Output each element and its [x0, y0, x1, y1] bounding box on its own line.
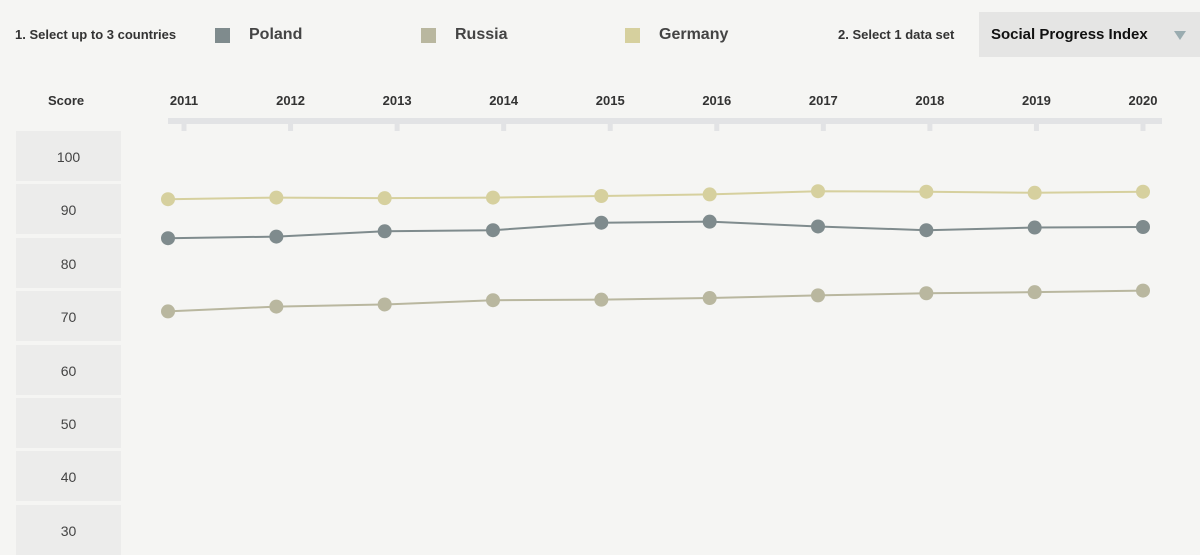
controls-bar: 1. Select up to 3 countries Poland Russi…	[0, 0, 1200, 70]
country-toggle-russia[interactable]: Russia	[421, 24, 507, 46]
x-tick-label: 2015	[596, 93, 625, 108]
data-point-russia[interactable]	[594, 292, 609, 307]
legend-swatch-russia	[421, 27, 436, 43]
data-point-russia[interactable]	[269, 299, 284, 314]
data-point-russia[interactable]	[811, 288, 825, 303]
data-point-russia[interactable]	[1136, 283, 1150, 298]
data-point-russia[interactable]	[486, 293, 500, 308]
x-tick-label: 2013	[383, 93, 412, 108]
country-toggle-germany[interactable]: Germany	[625, 24, 728, 46]
data-point-russia[interactable]	[1027, 285, 1042, 300]
y-tick-tile: 40	[16, 451, 121, 502]
data-point-germany[interactable]	[377, 191, 392, 206]
series-line-germany	[167, 190, 1144, 201]
data-point-poland[interactable]	[269, 229, 284, 244]
x-axis-bar	[168, 118, 1162, 124]
x-tick-mark	[820, 124, 826, 131]
series-line-russia	[167, 289, 1144, 313]
data-point-russia[interactable]	[919, 286, 934, 301]
country-label-russia: Russia	[455, 26, 508, 43]
country-label-poland: Poland	[249, 26, 303, 43]
data-point-germany[interactable]	[702, 187, 717, 202]
country-label-germany: Germany	[659, 26, 729, 43]
y-tick-tile: 30	[16, 504, 121, 555]
x-tick-mark	[1033, 124, 1039, 131]
data-point-germany[interactable]	[269, 190, 284, 205]
y-tick-label: 100	[56, 149, 81, 165]
y-axis-title: Score	[48, 93, 85, 108]
y-tick-tile: 60	[16, 344, 121, 395]
data-point-germany[interactable]	[594, 189, 609, 204]
x-tick-mark	[927, 124, 933, 131]
y-tick-label: 70	[60, 309, 77, 326]
data-point-germany[interactable]	[811, 184, 825, 199]
x-tick-label: 2017	[809, 93, 838, 108]
x-tick-label: 2019	[1022, 93, 1051, 108]
y-tick-tile: 100	[16, 131, 121, 181]
data-point-poland[interactable]	[811, 219, 825, 234]
country-toggle-poland[interactable]: Poland	[215, 24, 302, 46]
data-point-germany[interactable]	[1027, 185, 1042, 200]
x-tick-label: 2018	[915, 93, 944, 108]
y-tick-tile: 50	[16, 398, 121, 448]
step1-label: 1. Select up to 3 countries	[15, 27, 177, 42]
data-point-poland[interactable]	[377, 224, 392, 239]
data-point-germany[interactable]	[486, 190, 500, 205]
data-point-germany[interactable]	[919, 184, 934, 199]
dataset-selected-value: Social Progress Index	[991, 26, 1148, 43]
x-tick-label: 2020	[1129, 93, 1158, 108]
x-tick-mark	[607, 124, 613, 131]
data-point-poland[interactable]	[161, 231, 175, 246]
y-tick-label: 80	[60, 255, 77, 272]
y-tick-tile: 90	[16, 184, 121, 235]
dataset-select[interactable]: Social Progress Index	[979, 12, 1200, 57]
x-tick-mark	[288, 124, 294, 131]
x-tick-mark	[394, 124, 400, 131]
y-tick-label: 90	[60, 202, 77, 219]
legend-swatch-poland	[215, 27, 230, 43]
data-point-russia[interactable]	[161, 304, 175, 319]
x-tick-label: 2014	[489, 93, 519, 108]
x-tick-label: 2012	[276, 93, 305, 108]
data-point-poland[interactable]	[1136, 219, 1150, 234]
series-line-poland	[167, 220, 1144, 240]
y-tick-label: 50	[60, 416, 77, 432]
data-point-russia[interactable]	[702, 291, 717, 306]
y-tick-label: 30	[60, 522, 77, 539]
y-tick-label: 60	[60, 362, 77, 379]
chevron-down-icon	[1174, 31, 1186, 40]
data-point-poland[interactable]	[594, 215, 609, 230]
legend-swatch-germany	[625, 27, 640, 43]
x-tick-mark	[1140, 124, 1146, 131]
x-tick-mark	[501, 124, 507, 131]
x-tick-mark	[181, 124, 187, 131]
data-point-germany[interactable]	[1136, 184, 1150, 199]
x-tick-label: 2016	[702, 93, 731, 108]
y-tick-tile: 80	[16, 237, 121, 288]
x-tick-mark	[714, 124, 720, 131]
data-point-poland[interactable]	[486, 223, 500, 238]
data-point-germany[interactable]	[161, 192, 175, 207]
data-point-russia[interactable]	[377, 297, 392, 312]
y-tick-label: 40	[60, 469, 77, 486]
y-tick-tile: 70	[16, 291, 121, 342]
step2-label: 2. Select 1 data set	[838, 27, 955, 42]
data-point-poland[interactable]	[702, 214, 717, 229]
data-point-poland[interactable]	[1027, 220, 1042, 235]
data-point-poland[interactable]	[919, 223, 934, 238]
x-tick-label: 2011	[170, 93, 198, 108]
